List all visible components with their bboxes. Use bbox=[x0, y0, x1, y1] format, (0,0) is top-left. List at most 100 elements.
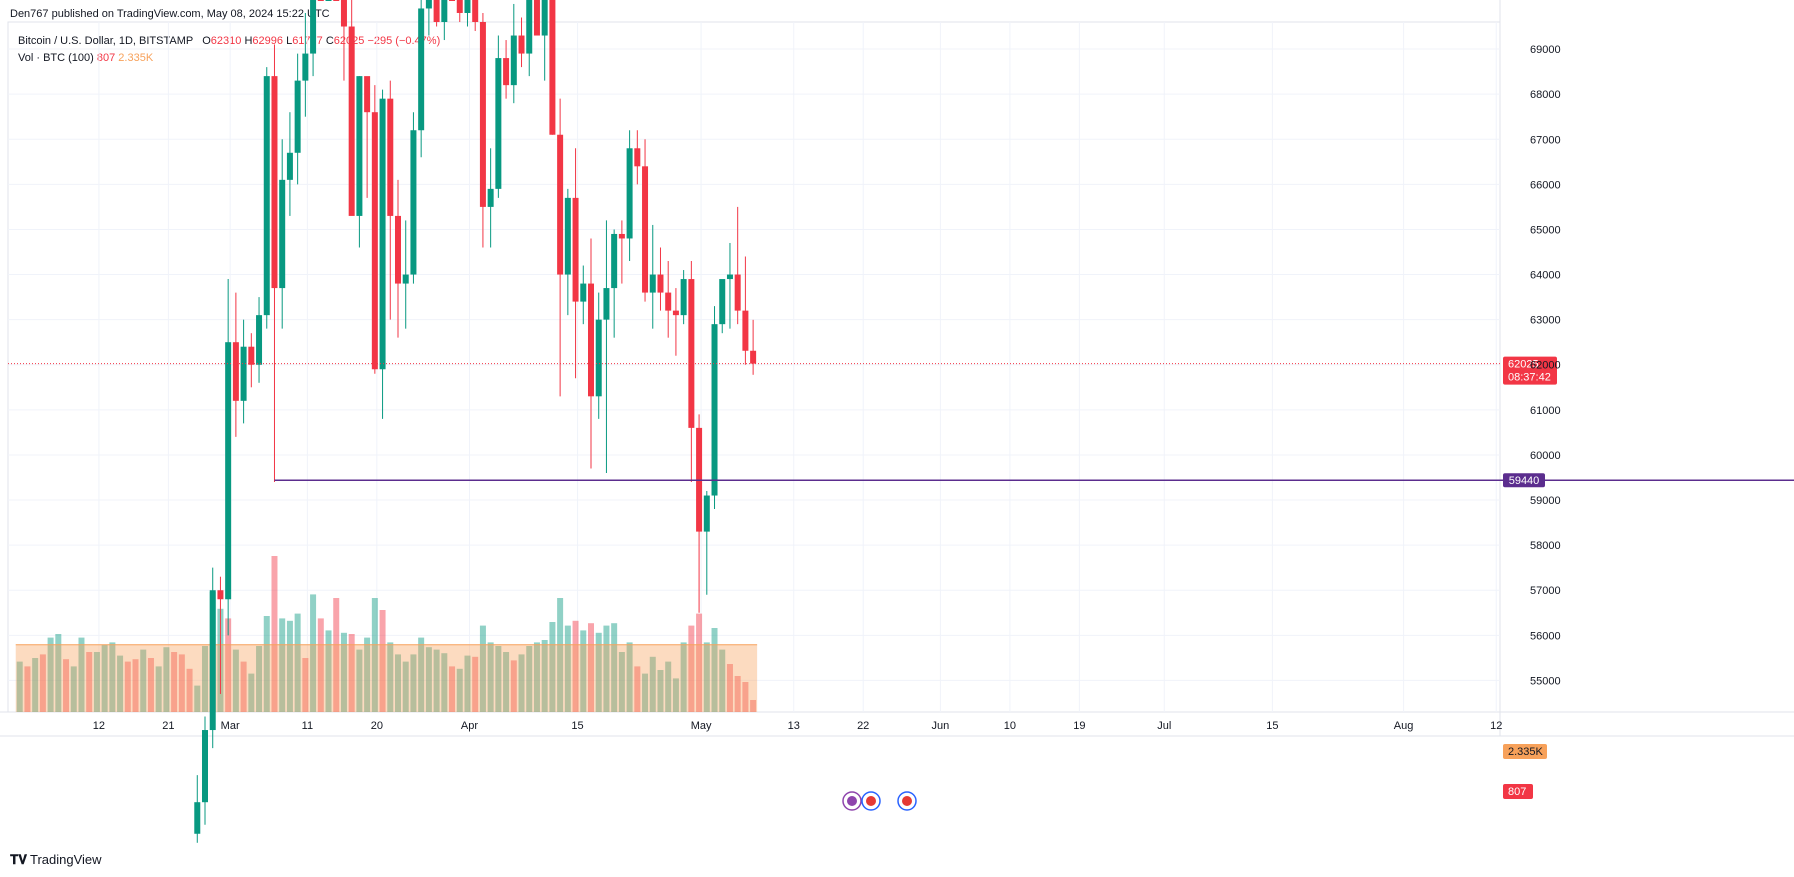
candle-body bbox=[325, 0, 332, 1]
volume-bar bbox=[726, 664, 733, 712]
volume-bar bbox=[472, 656, 479, 712]
volume-bar bbox=[263, 616, 270, 712]
candle-body bbox=[680, 279, 687, 316]
vol-badge-label: 807 bbox=[1508, 786, 1526, 798]
candle-body bbox=[310, 0, 317, 54]
price-tick-label: 67000 bbox=[1530, 134, 1561, 146]
candles bbox=[194, 0, 757, 843]
candle-body bbox=[209, 590, 216, 731]
volume-bar bbox=[86, 652, 93, 712]
candle-body bbox=[225, 342, 232, 600]
candle-body bbox=[688, 279, 695, 428]
volume-bar bbox=[449, 666, 456, 712]
legend-vol-label[interactable]: Vol · BTC (100) bbox=[18, 52, 94, 64]
volume-bar bbox=[703, 642, 710, 712]
volume-bar bbox=[163, 647, 170, 712]
candle-body bbox=[626, 148, 633, 239]
price-tick-label: 64000 bbox=[1530, 270, 1561, 282]
volume-bar bbox=[665, 661, 672, 712]
volume-bar bbox=[356, 649, 363, 712]
candle-body bbox=[750, 350, 757, 364]
last-price-badge bbox=[1503, 356, 1557, 385]
time-tick-label: 12 bbox=[1490, 720, 1502, 732]
volume-bar bbox=[78, 637, 85, 712]
volume-bar bbox=[649, 656, 656, 712]
volume-bar bbox=[171, 652, 178, 712]
volume-bar bbox=[286, 620, 293, 712]
legend-h-label: H bbox=[244, 35, 253, 47]
volume-bar bbox=[657, 670, 664, 712]
candle-body bbox=[595, 319, 602, 397]
candle-body bbox=[364, 76, 371, 113]
flag-icon bbox=[902, 796, 912, 806]
legend-c-label: C bbox=[325, 35, 334, 47]
candle-body bbox=[665, 292, 672, 311]
legend-o-label: O bbox=[202, 35, 211, 47]
volume-bar bbox=[32, 658, 39, 712]
volume-bar bbox=[395, 654, 401, 712]
volume-bar bbox=[742, 682, 749, 712]
price-tick-label: 65000 bbox=[1530, 224, 1561, 236]
tradingview-logo[interactable]: 𝐓𝐕 TradingView bbox=[10, 852, 102, 868]
price-tick-label: 63000 bbox=[1530, 315, 1561, 327]
price-tick-label: 69000 bbox=[1530, 44, 1561, 56]
candle-body bbox=[340, 0, 347, 27]
price-tick-label: 57000 bbox=[1530, 585, 1561, 597]
volume-bar bbox=[526, 646, 533, 712]
price-tick-label: 66000 bbox=[1530, 179, 1561, 191]
candle-body bbox=[518, 35, 525, 54]
volume-bar bbox=[696, 613, 703, 712]
candle-body bbox=[742, 310, 749, 351]
time-tick-label: 12 bbox=[93, 720, 105, 732]
event-icons[interactable] bbox=[842, 791, 917, 811]
volume-bar bbox=[688, 625, 695, 712]
volume-bar bbox=[186, 668, 193, 712]
plot-border bbox=[7, 21, 1501, 713]
volume-bar bbox=[256, 646, 263, 712]
volume-bar bbox=[124, 661, 131, 712]
volume-bar bbox=[16, 661, 23, 712]
candle-body bbox=[487, 188, 494, 207]
candle-body bbox=[526, 0, 533, 54]
volume-bar bbox=[425, 647, 432, 712]
volume-bar bbox=[711, 628, 718, 712]
support-line-badge bbox=[1503, 473, 1545, 488]
legend-symbol[interactable]: Bitcoin / U.S. Dollar, 1D, BITSTAMP bbox=[18, 35, 194, 47]
volume-bar bbox=[549, 622, 556, 712]
time-tick-label: 15 bbox=[1266, 720, 1278, 732]
volume-bar bbox=[248, 673, 255, 712]
candle-body bbox=[564, 197, 571, 275]
volume-bar bbox=[588, 623, 594, 712]
price-axis[interactable]: 69000 68000 67000 66000 65000 64000 63000 62000… bbox=[1530, 44, 1561, 687]
volume-ma-area bbox=[15, 644, 758, 712]
volume-bar bbox=[510, 660, 517, 712]
time-axis[interactable]: 12 21 Mar 11 20 Apr 15 May 13 22 Jun 10 19 Jul 15 Aug 12 bbox=[93, 720, 1503, 732]
candle-body bbox=[672, 310, 679, 316]
candle-body bbox=[302, 53, 309, 81]
volume-bar bbox=[580, 630, 587, 712]
volume-bar bbox=[564, 625, 571, 712]
candle-body bbox=[603, 288, 610, 320]
publisher-line: Den767 published on TradingView.com, May… bbox=[10, 8, 330, 20]
volume-bar bbox=[178, 654, 185, 712]
volume-bar bbox=[572, 620, 579, 712]
candle-body bbox=[580, 283, 587, 302]
candle-body bbox=[503, 58, 510, 86]
tv-logo-icon: 𝐓𝐕 bbox=[10, 852, 27, 867]
volume-bar bbox=[155, 666, 162, 712]
chart-grid bbox=[0, 0, 1794, 737]
volume-bar bbox=[618, 652, 625, 712]
candle-body bbox=[387, 98, 394, 216]
time-tick-label: Jul bbox=[1157, 720, 1171, 732]
flag-icon bbox=[866, 796, 876, 806]
volume-bar bbox=[271, 556, 278, 712]
countdown-label: 08:37:42 bbox=[1508, 372, 1551, 384]
candle-body bbox=[202, 730, 208, 803]
volume-bar bbox=[371, 598, 378, 712]
volume-bar bbox=[387, 642, 394, 712]
candle-body bbox=[348, 26, 355, 216]
candle-body bbox=[464, 0, 471, 13]
price-tick-label: 68000 bbox=[1530, 89, 1561, 101]
